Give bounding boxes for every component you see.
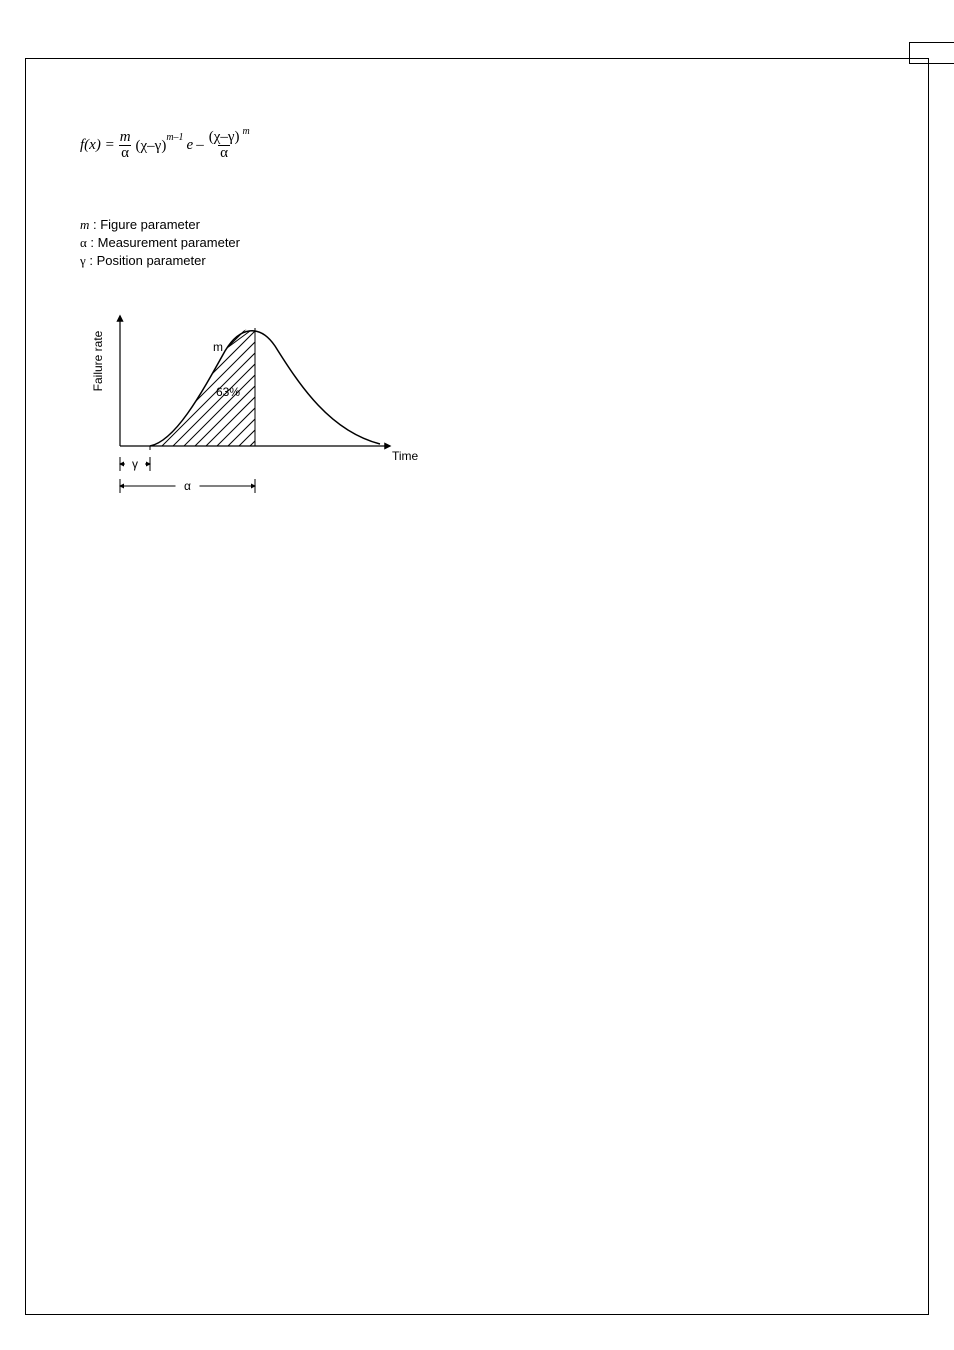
formula-term1: (χ–γ)m–1 xyxy=(136,136,184,155)
page: f(x) = m α (χ–γ)m–1 e – (χ–γ) α m m : Fi… xyxy=(0,0,954,1350)
formula-term1-exp: m–1 xyxy=(166,132,183,143)
parameter-list: m : Figure parameter α : Measurement par… xyxy=(80,216,420,271)
formula-frac2-den: α xyxy=(218,145,230,161)
formula-frac1-num: m xyxy=(118,130,133,145)
formula-term1-base: (χ–γ) xyxy=(136,138,167,154)
chart-svg: Failure rate Time m 63% γ α xyxy=(80,306,420,506)
formula-frac1-den: α xyxy=(119,145,131,161)
svg-text:Failure rate: Failure rate xyxy=(91,330,105,391)
svg-text:α: α xyxy=(184,479,191,493)
weibull-chart: Failure rate Time m 63% γ α xyxy=(80,306,420,506)
content-area: f(x) = m α (χ–γ)m–1 e – (χ–γ) α m m : Fi… xyxy=(80,130,420,506)
param-alpha: α : Measurement parameter xyxy=(80,234,420,252)
svg-text:63%: 63% xyxy=(216,385,240,399)
formula-minus: – xyxy=(196,137,204,154)
weibull-formula: f(x) = m α (χ–γ)m–1 e – (χ–γ) α m xyxy=(80,130,420,161)
param-gamma: γ : Position parameter xyxy=(80,252,420,270)
formula-frac2-exp: m xyxy=(243,126,250,137)
formula-e: e xyxy=(187,137,194,154)
formula-frac2-num: (χ–γ) xyxy=(207,130,242,145)
svg-text:Time: Time xyxy=(392,449,419,463)
param-m: m : Figure parameter xyxy=(80,216,420,234)
formula-frac1: m α xyxy=(118,130,133,161)
formula-lhs: f(x) = xyxy=(80,137,115,154)
svg-text:m: m xyxy=(213,340,223,354)
svg-text:γ: γ xyxy=(132,457,138,471)
formula-frac2: (χ–γ) α xyxy=(207,130,242,161)
